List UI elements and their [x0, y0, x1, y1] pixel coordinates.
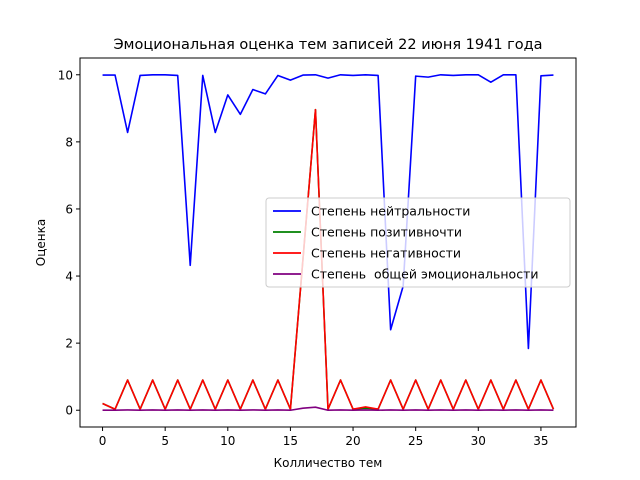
- legend: Степень нейтральности Степень позитивночт…: [265, 197, 571, 288]
- legend-label-3: Степень негативности: [311, 246, 461, 261]
- legend-label-1: Степень нейтральности: [311, 204, 470, 219]
- legend-box: [265, 197, 571, 288]
- y-tick-label: 8: [65, 135, 73, 149]
- series-line-3: [102, 108, 555, 411]
- x-axis-label: Колличество тем: [274, 456, 383, 470]
- x-tick-label: 5: [161, 434, 169, 448]
- x-tick-label: 0: [99, 434, 107, 448]
- y-tick-label: 6: [65, 202, 73, 216]
- y-axis-label: Оценка: [34, 219, 48, 266]
- x-tick-label: 10: [220, 434, 235, 448]
- legend-label-2: Степень позитивночти: [311, 225, 462, 240]
- chart-title: Эмоциональная оценка тем записей 22 июня…: [113, 37, 542, 53]
- x-tick-label: 15: [283, 434, 298, 448]
- series-line-4: [102, 406, 554, 412]
- series-line-1: [102, 73, 554, 350]
- series-layer: [102, 73, 555, 412]
- x-tick-label: 25: [408, 434, 423, 448]
- plot-frame: [79, 57, 577, 428]
- x-tick-label: 20: [345, 434, 360, 448]
- x-tick-label: 35: [533, 434, 548, 448]
- legend-label-4: Степень общей эмоциональности: [311, 267, 538, 282]
- ticks-layer: 0 5 10 15 20 25 30 35 0 2 4 6 8 10: [58, 68, 549, 448]
- y-tick-label: 2: [65, 337, 73, 351]
- y-tick-label: 10: [58, 68, 73, 82]
- x-tick-label: 30: [471, 434, 486, 448]
- y-tick-label: 4: [65, 270, 73, 284]
- y-tick-label: 0: [65, 404, 73, 418]
